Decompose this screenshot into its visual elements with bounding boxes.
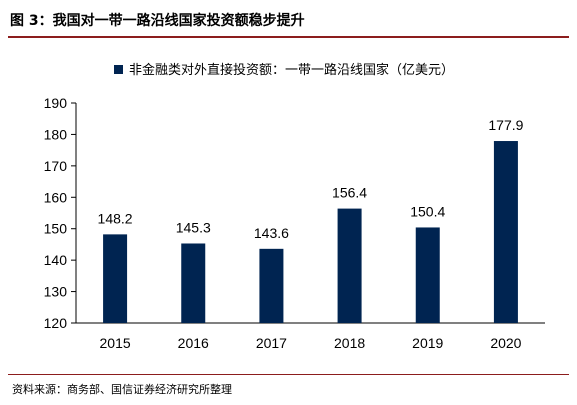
y-tick-label: 150 [44, 221, 68, 237]
data-labels: 148.2 145.3 143.6 156.4 150.4 177.9 [98, 117, 524, 241]
y-tick-label: 130 [44, 284, 68, 300]
x-tick-label-2020: 2020 [490, 335, 521, 351]
y-tick-label: 170 [44, 158, 68, 174]
x-tick-label-2019: 2019 [412, 335, 443, 351]
x-tick-label-2015: 2015 [100, 335, 131, 351]
legend-label: 非金融类对外直接投资额：一带一路沿线国家（亿美元） [129, 62, 454, 78]
source-note: 资料来源：商务部、国信证券经济研究所整理 [12, 383, 232, 396]
legend-swatch [114, 65, 123, 74]
title-rule [8, 36, 569, 38]
y-tick-label: 180 [44, 126, 68, 142]
figure-title: 图 3：我国对一带一路沿线国家投资额稳步提升 [10, 13, 305, 29]
data-label-2018: 156.4 [332, 185, 367, 201]
data-label-2019: 150.4 [410, 203, 445, 219]
data-label-2020: 177.9 [488, 117, 523, 133]
bar-2015 [103, 234, 128, 323]
y-tick-label: 140 [44, 252, 68, 268]
x-tick-label-2017: 2017 [256, 335, 287, 351]
x-tick-label-2018: 2018 [334, 335, 365, 351]
bar-2017 [259, 248, 284, 323]
y-axis-ticks: 120 130 140 150 160 170 180 190 [44, 95, 76, 331]
x-tick-label-2016: 2016 [178, 335, 209, 351]
bars [103, 141, 518, 323]
legend: 非金融类对外直接投资额：一带一路沿线国家（亿美元） [114, 62, 454, 78]
y-tick-label: 190 [44, 95, 68, 111]
bar-2019 [415, 227, 440, 323]
bar-2016 [181, 243, 206, 323]
bar-2018 [337, 208, 362, 323]
data-label-2017: 143.6 [254, 225, 289, 241]
footer-rule [8, 374, 569, 375]
bar-2020 [493, 141, 518, 323]
y-tick-label: 120 [44, 315, 68, 331]
y-tick-label: 160 [44, 189, 68, 205]
data-label-2016: 145.3 [176, 219, 211, 235]
x-axis-ticks: 2015 2016 2017 2018 2019 2020 [100, 335, 522, 351]
data-label-2015: 148.2 [98, 210, 133, 226]
